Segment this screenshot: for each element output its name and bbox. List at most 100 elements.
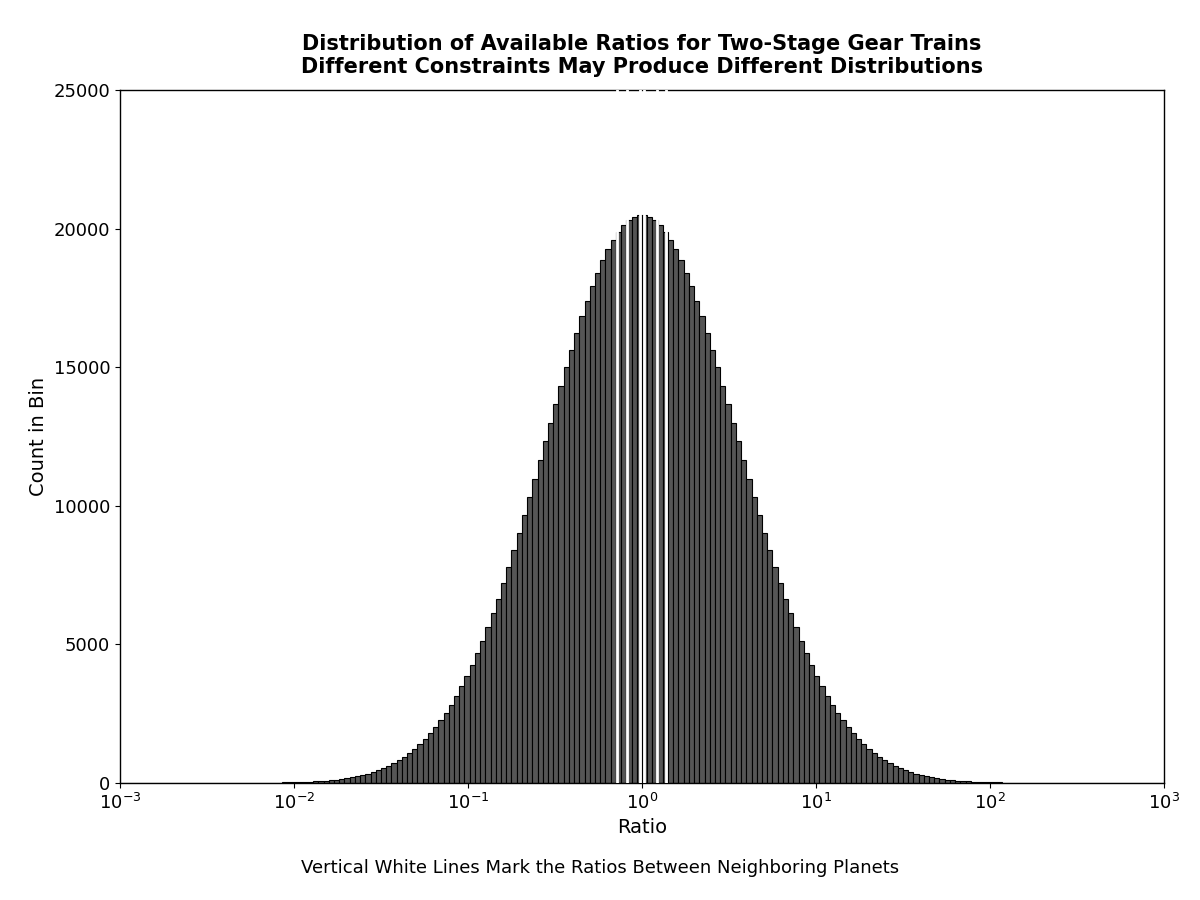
Bar xyxy=(386,766,391,783)
Bar xyxy=(882,760,887,783)
Bar xyxy=(746,479,751,783)
Bar xyxy=(668,239,673,783)
Bar xyxy=(558,385,564,783)
Bar xyxy=(773,567,778,783)
Bar xyxy=(433,727,438,783)
Bar xyxy=(308,781,313,783)
Bar xyxy=(569,350,574,783)
Bar xyxy=(778,583,782,783)
Bar xyxy=(491,613,496,783)
Bar xyxy=(871,753,877,783)
Bar xyxy=(422,739,428,783)
Bar xyxy=(626,220,631,783)
Bar xyxy=(595,273,600,783)
Bar xyxy=(418,744,422,783)
Bar xyxy=(856,739,862,783)
Bar xyxy=(397,760,402,783)
Bar xyxy=(935,778,940,783)
Bar xyxy=(616,231,622,783)
Bar xyxy=(762,533,767,783)
Bar xyxy=(704,333,710,783)
Bar xyxy=(835,713,840,783)
Bar xyxy=(751,498,757,783)
Bar xyxy=(376,770,380,783)
Bar xyxy=(527,498,533,783)
Bar xyxy=(542,442,548,783)
Bar xyxy=(924,776,929,783)
Bar xyxy=(324,780,329,783)
Bar xyxy=(846,727,851,783)
Bar xyxy=(329,780,334,783)
Bar xyxy=(480,641,485,783)
Bar xyxy=(506,567,511,783)
Bar xyxy=(788,613,793,783)
Bar xyxy=(647,217,653,783)
Bar xyxy=(955,780,960,783)
Bar xyxy=(574,333,580,783)
Bar xyxy=(793,627,798,783)
Bar xyxy=(658,225,662,783)
Bar xyxy=(824,696,830,783)
Bar xyxy=(642,215,647,783)
Bar xyxy=(736,442,742,783)
Bar xyxy=(522,516,527,783)
Bar xyxy=(804,653,809,783)
Bar xyxy=(334,779,340,783)
Bar xyxy=(689,286,694,783)
Bar xyxy=(533,479,538,783)
Bar xyxy=(402,757,407,783)
Bar xyxy=(298,782,302,783)
Bar xyxy=(302,782,308,783)
Bar xyxy=(460,687,464,783)
Bar xyxy=(815,676,820,783)
Bar xyxy=(454,696,460,783)
Bar xyxy=(710,350,715,783)
Bar xyxy=(464,676,469,783)
Bar xyxy=(340,778,344,783)
Bar xyxy=(653,220,658,783)
X-axis label: Ratio: Ratio xyxy=(617,818,667,837)
Bar xyxy=(913,774,919,783)
Bar xyxy=(449,705,454,783)
Bar xyxy=(830,705,835,783)
Bar xyxy=(694,301,700,783)
Bar xyxy=(898,769,902,783)
Bar xyxy=(344,778,349,783)
Bar xyxy=(622,225,626,783)
Bar xyxy=(726,404,731,783)
Bar xyxy=(553,404,558,783)
Bar xyxy=(798,641,804,783)
Bar xyxy=(428,734,433,783)
Bar xyxy=(929,778,935,783)
Bar xyxy=(580,316,584,783)
Bar xyxy=(908,772,913,783)
Bar xyxy=(940,778,944,783)
Bar xyxy=(877,757,882,783)
Bar xyxy=(355,776,360,783)
Bar xyxy=(715,367,720,783)
Bar xyxy=(678,260,684,783)
Bar xyxy=(584,301,589,783)
Bar xyxy=(502,583,506,783)
Bar xyxy=(893,766,898,783)
Bar xyxy=(413,749,418,783)
Bar xyxy=(511,550,517,783)
Bar xyxy=(469,665,475,783)
Bar xyxy=(606,249,611,783)
Bar xyxy=(944,779,950,783)
Bar xyxy=(966,781,971,783)
Bar xyxy=(564,367,569,783)
Bar xyxy=(365,774,371,783)
Bar xyxy=(840,720,846,783)
Bar xyxy=(548,423,553,783)
Bar xyxy=(475,653,480,783)
Bar xyxy=(637,215,642,783)
Bar xyxy=(782,598,788,783)
Bar xyxy=(720,385,726,783)
Bar xyxy=(809,665,815,783)
Bar xyxy=(391,763,397,783)
Title: Distribution of Available Ratios for Two-Stage Gear Trains
Different Constraints: Distribution of Available Ratios for Two… xyxy=(301,34,983,77)
Bar xyxy=(960,781,966,783)
Bar xyxy=(485,627,491,783)
Bar xyxy=(731,423,736,783)
